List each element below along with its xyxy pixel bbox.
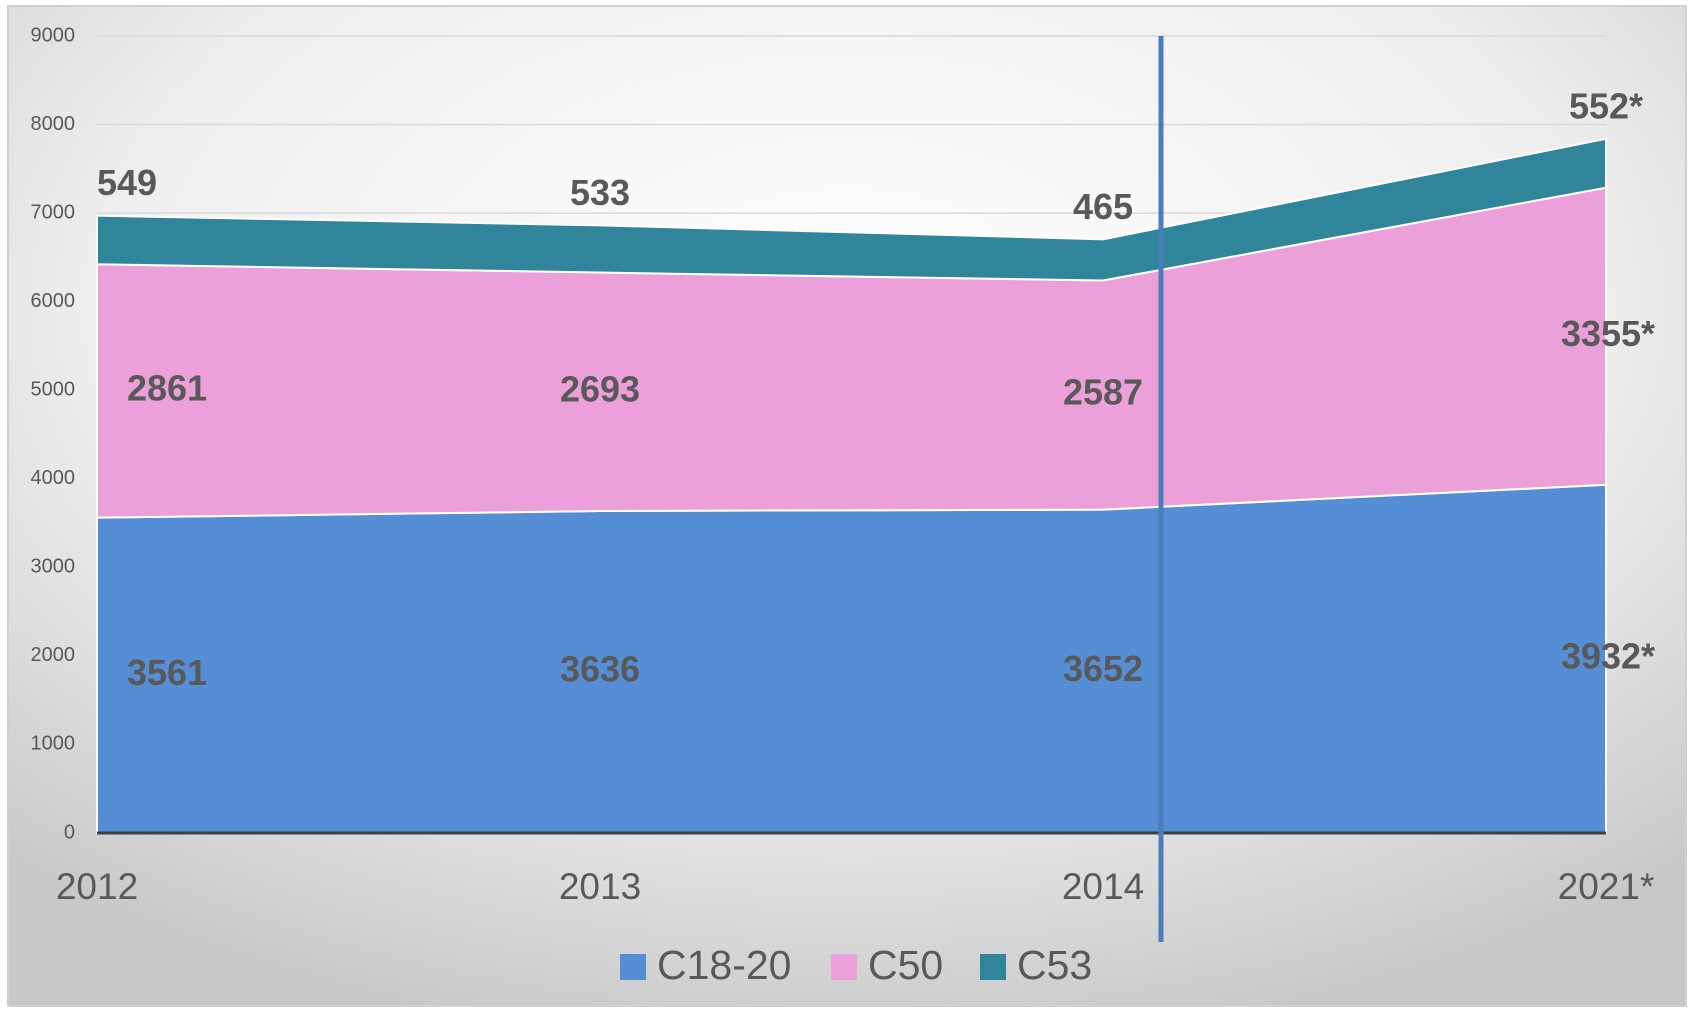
data-label: 3652 (1063, 648, 1143, 689)
y-tick-label: 0 (64, 821, 75, 843)
data-label: 465 (1073, 186, 1133, 227)
data-label: 549 (97, 162, 157, 203)
legend-swatch (831, 954, 857, 980)
data-label: 533 (570, 172, 630, 213)
x-tick-label: 2013 (559, 866, 641, 907)
y-tick-label: 2000 (31, 644, 76, 666)
legend-label: C53 (1017, 942, 1092, 988)
legend-label: C50 (868, 942, 943, 988)
y-tick-label: 7000 (31, 201, 76, 223)
y-tick-label: 4000 (31, 467, 76, 489)
data-label: 2693 (560, 368, 640, 409)
data-label: 3636 (560, 649, 640, 690)
y-tick-label: 5000 (31, 379, 76, 401)
legend: C18-20 C50 C53 (620, 942, 1092, 988)
y-tick-label: 3000 (31, 556, 76, 578)
area (96, 483, 1607, 834)
x-tick-label: 2021* (1558, 866, 1655, 907)
y-tick-label: 8000 (31, 113, 76, 135)
data-label: 3355* (1561, 313, 1655, 354)
x-tick-label: 2012 (56, 866, 138, 907)
y-tick-label: 6000 (31, 290, 76, 312)
y-tick-label: 1000 (31, 733, 76, 755)
data-label: 3932* (1561, 635, 1655, 676)
legend-label: C18-20 (657, 942, 791, 988)
areas (96, 137, 1607, 835)
data-label: 552* (1569, 85, 1643, 126)
x-tick-label: 2014 (1062, 866, 1144, 907)
y-tick-label: 9000 (31, 24, 76, 46)
labels: 2012 2013 2014 2021* 3561 3636 3652 3932* 2861 26… (56, 85, 1655, 906)
legend-swatch (620, 954, 646, 980)
data-label: 2587 (1063, 372, 1143, 413)
data-label: 2861 (127, 367, 207, 408)
data-label: 3561 (127, 652, 207, 693)
legend-swatch (980, 954, 1006, 980)
area (96, 137, 1607, 282)
